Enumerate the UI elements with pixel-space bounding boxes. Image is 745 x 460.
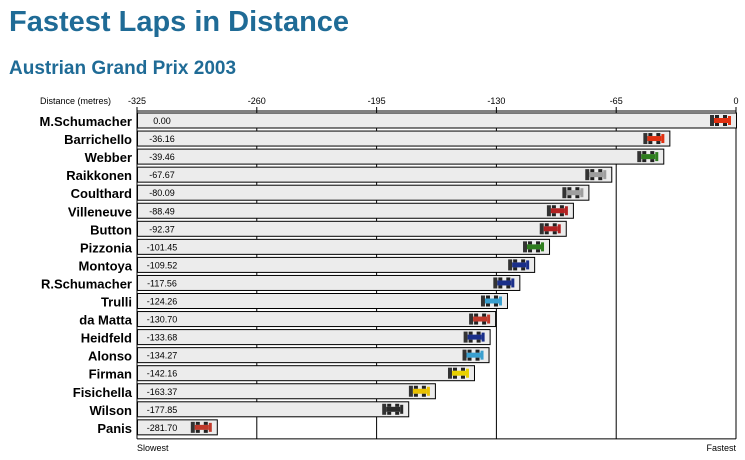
- value-label: -117.56: [147, 278, 177, 288]
- car-icon: [463, 331, 485, 343]
- category-label: da Matta: [79, 313, 133, 328]
- value-label: -134.27: [147, 351, 178, 361]
- car-icon: [462, 349, 484, 361]
- bar: [137, 365, 475, 382]
- value-label: -142.16: [147, 369, 178, 379]
- car-icon: [508, 259, 530, 271]
- car-icon: [469, 313, 491, 325]
- bar: [137, 202, 574, 219]
- car-icon: [562, 187, 584, 199]
- value-label: -163.37: [147, 387, 178, 397]
- category-label: Barrichello: [64, 132, 132, 147]
- car-icon: [546, 205, 568, 217]
- chart-subtitle: Austrian Grand Prix 2003: [9, 58, 237, 79]
- category-label: Coulthard: [71, 186, 132, 201]
- category-label: R.Schumacher: [41, 276, 132, 291]
- value-label: -36.16: [149, 134, 175, 144]
- bar: [137, 274, 521, 291]
- category-label: Button: [90, 222, 132, 237]
- value-label: -39.46: [149, 152, 175, 162]
- value-label: -67.67: [149, 170, 175, 180]
- bar: [137, 112, 737, 129]
- car-icon: [643, 133, 665, 145]
- value-label: -92.37: [149, 224, 175, 234]
- category-label: Montoya: [79, 258, 133, 273]
- car-icon: [408, 385, 430, 397]
- category-label: Fisichella: [73, 385, 133, 400]
- category-label: Pizzonia: [80, 240, 133, 255]
- bar: [137, 311, 497, 328]
- value-label: -101.45: [147, 242, 178, 252]
- x-tick-label: -325: [128, 96, 146, 106]
- bar: [137, 166, 613, 183]
- x-tick-label: 0: [733, 96, 738, 106]
- category-label: Raikkonen: [66, 168, 132, 183]
- value-label: -281.70: [147, 423, 178, 433]
- car-icon: [493, 277, 515, 289]
- category-label: Heidfeld: [81, 331, 132, 346]
- car-icon: [710, 115, 731, 126]
- value-label: 0.00: [153, 116, 171, 126]
- value-label: -109.52: [147, 260, 178, 270]
- x-tick-label: -65: [610, 96, 623, 106]
- value-label: -133.68: [147, 333, 178, 343]
- bar: [137, 329, 491, 346]
- category-label: Wilson: [90, 403, 133, 418]
- car-icon: [382, 403, 404, 415]
- bar: [137, 184, 590, 201]
- category-label: Villeneuve: [68, 204, 132, 219]
- car-icon: [585, 169, 607, 181]
- bar: [137, 130, 671, 147]
- bar: [137, 148, 665, 165]
- bar: [137, 383, 436, 400]
- value-label: -88.49: [149, 206, 175, 216]
- x-tick-label: -260: [248, 96, 266, 106]
- fastest-label: Fastest: [706, 443, 736, 453]
- bar: [137, 401, 410, 418]
- car-icon: [637, 151, 659, 163]
- bar: [137, 347, 490, 364]
- bar: [137, 220, 567, 237]
- category-label: Trulli: [101, 295, 132, 310]
- category-label: Webber: [85, 150, 132, 165]
- bar: [137, 238, 551, 255]
- x-tick-label: -195: [368, 96, 386, 106]
- car-icon: [447, 367, 469, 379]
- value-label: -124.26: [147, 297, 178, 307]
- chart-title: Fastest Laps in Distance: [9, 6, 350, 38]
- category-label: Firman: [89, 367, 132, 382]
- category-label: Panis: [97, 421, 132, 436]
- bar: [137, 293, 508, 309]
- category-label: M.Schumacher: [40, 114, 132, 129]
- category-label: Alonso: [88, 349, 132, 364]
- car-icon: [480, 295, 502, 307]
- x-axis-label: Distance (metres): [40, 96, 111, 106]
- value-label: -177.85: [147, 405, 178, 415]
- bar: [137, 256, 536, 273]
- slowest-label: Slowest: [137, 443, 169, 453]
- value-label: -130.70: [147, 315, 178, 325]
- x-tick-label: -130: [487, 96, 505, 106]
- value-label: -80.09: [149, 188, 175, 198]
- car-icon: [523, 241, 545, 253]
- car-icon: [190, 421, 212, 433]
- car-icon: [539, 223, 561, 235]
